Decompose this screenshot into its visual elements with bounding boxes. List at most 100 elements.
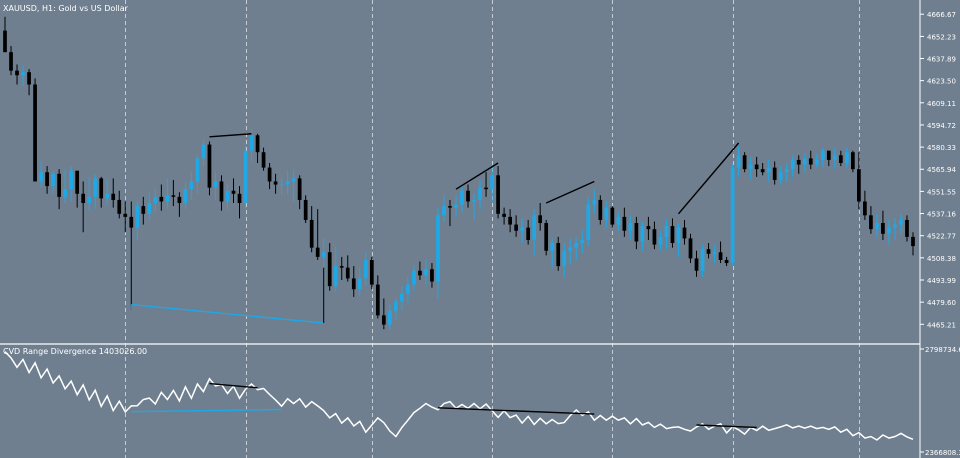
candle [261,147,266,171]
candle-body [887,227,891,234]
candle-body [436,215,440,282]
candle-body [574,243,579,248]
candle [75,170,80,208]
candle-body [592,199,597,205]
candle [875,213,879,237]
candle [850,150,855,173]
candle [574,238,579,260]
candle-body [9,52,13,71]
divergence-line [209,133,252,138]
candle-body [508,216,512,225]
candle-body [911,236,915,247]
candle [670,218,675,248]
candle-body [820,150,825,160]
candle [285,170,290,194]
candle [814,153,819,168]
candle [327,243,332,291]
candle-body [285,181,290,185]
candle-body [291,178,296,182]
candle-body [736,155,741,168]
candle [123,201,128,233]
candle-body [676,227,681,244]
candle [213,172,218,200]
candle-body [3,30,7,53]
candle-body [532,215,537,240]
candle-body [424,269,428,276]
candle-body [832,155,837,160]
price-divergence-lines [130,133,740,324]
candle-body [195,158,200,182]
candle-body [568,247,573,251]
divergence-line [545,180,595,204]
candle-body [766,167,771,173]
candle [532,209,537,256]
candle [808,150,813,170]
candle [562,243,567,277]
candle-body [243,150,248,204]
candle [27,69,31,96]
candle [147,190,152,222]
candle-body [75,170,80,194]
price-tick-label: 4551.55 [927,188,956,196]
candle [905,215,909,242]
candle-body [105,193,110,199]
candle [760,162,765,176]
candle [484,172,488,197]
candle [869,206,873,234]
candle-body [724,259,729,264]
candle-body [790,159,795,170]
candle-body [111,193,116,200]
candle-body [387,310,392,325]
candle [550,238,555,268]
candle [502,207,506,225]
candle-body [321,252,326,257]
candle [15,64,19,85]
candle-body [682,227,687,239]
candle [706,243,711,259]
candle-body [730,167,735,264]
candle [69,166,74,202]
price-tick-label: 4522.77 [927,233,956,241]
candle-body [808,158,813,165]
divergence-line [677,142,740,215]
candle-body [850,152,855,170]
price-tick-label: 4493.99 [927,277,956,285]
candle-body [412,270,416,285]
candle-body [881,223,885,234]
candle-body [472,199,476,202]
candle [526,219,531,245]
price-tick-label: 4580.33 [927,144,956,152]
candle-body [556,243,561,267]
candle-body [117,199,122,214]
candle-body [490,175,494,190]
candle [381,298,386,330]
candle [520,218,525,244]
candle-body [778,172,783,180]
candle-body [63,189,68,197]
price-axis-ticks: 4666.67 4652.23 4637.89 4623.50 4609.11 4594.… [920,11,956,329]
candle-body [333,266,338,287]
candle [105,179,110,205]
cvd-tick-label: 2798734.66 [925,346,960,354]
candle-body [363,259,368,279]
candle-body [315,247,320,257]
price-tick-label: 4479.60 [927,299,956,307]
candle [466,184,470,208]
divergence-line [696,424,757,429]
candle [442,195,446,222]
candle-body [460,190,464,205]
candle-body [153,196,158,204]
candle [658,230,663,251]
candle [165,178,170,210]
candle-body [207,144,212,188]
candle [57,169,61,210]
candle [3,16,7,53]
candle [736,146,741,177]
candle [544,219,549,256]
candle-body [273,181,278,185]
cvd-tick-label: 2366808.35 [925,449,960,457]
candle [911,232,915,256]
candle-body [598,199,603,220]
candle [129,201,134,310]
